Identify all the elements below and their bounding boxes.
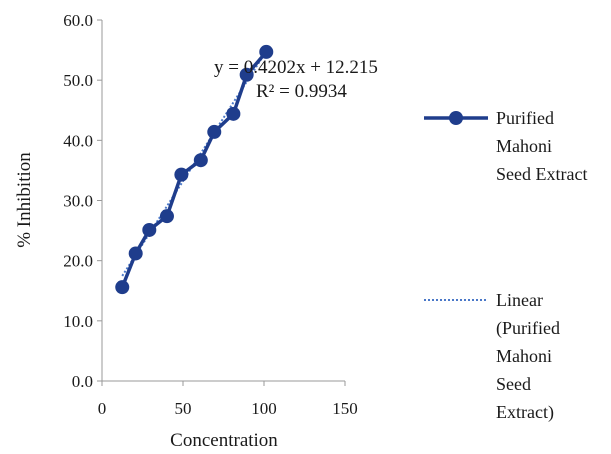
data-point [174, 167, 189, 182]
y-tick-label: 30.0 [63, 192, 93, 211]
legend: Purified Mahoni Seed Extract Linear (Pur… [424, 108, 587, 423]
data-point [142, 222, 157, 237]
y-tick-label: 10.0 [63, 312, 93, 331]
x-axis-ticks: 0 50 100 150 [98, 381, 358, 418]
legend-trendline-label-line: Seed [496, 374, 531, 394]
y-tick-label: 20.0 [63, 252, 93, 271]
legend-trendline-label-line: Extract) [496, 402, 554, 423]
data-point [226, 106, 241, 121]
series-line [120, 50, 268, 288]
y-tick-label: 50.0 [63, 71, 93, 90]
data-point [193, 153, 208, 168]
legend-trendline-label-line: (Purified [496, 318, 560, 339]
y-axis-title: % Inhibition [14, 152, 35, 248]
x-tick-label: 100 [251, 399, 277, 418]
legend-trendline-label-line: Mahoni [496, 346, 552, 366]
legend-series-label: Purified Mahoni Seed Extract [496, 108, 587, 184]
data-point [128, 246, 143, 261]
data-points [115, 44, 274, 295]
legend-item-trendline: Linear (Purified Mahoni Seed Extract) [424, 290, 564, 423]
trendline-r-squared: R² = 0.9934 [256, 81, 347, 102]
x-axis-title: Concentration [170, 430, 278, 451]
legend-series-marker-symbol [449, 111, 463, 125]
y-axis-ticks: 0.0 10.0 20.0 30.0 40.0 50.0 60.0 [63, 11, 102, 391]
data-point [159, 209, 174, 224]
y-tick-label: 40.0 [63, 131, 93, 150]
x-tick-label: 50 [175, 399, 192, 418]
x-tick-label: 150 [332, 399, 358, 418]
data-point [207, 124, 222, 139]
y-tick-label: 0.0 [72, 372, 93, 391]
legend-series-label-line: Purified [496, 108, 554, 128]
data-point [259, 44, 274, 59]
legend-trendline-label: Linear (Purified Mahoni Seed Extract) [496, 290, 564, 423]
data-point [115, 280, 130, 295]
trendline-equation: y = 0.4202x + 12.215 [214, 57, 378, 78]
data-point [239, 67, 254, 82]
legend-trendline-label-line: Linear [496, 290, 543, 310]
y-tick-label: 60.0 [63, 11, 93, 30]
legend-series-label-line: Mahoni [496, 136, 552, 156]
x-tick-label: 0 [98, 399, 107, 418]
legend-series-label-line: Seed Extract [496, 164, 587, 184]
plot-area: 0.0 10.0 20.0 30.0 40.0 50.0 60.0 0 50 100 150 [63, 11, 358, 418]
legend-item-series: Purified Mahoni Seed Extract [424, 108, 587, 184]
